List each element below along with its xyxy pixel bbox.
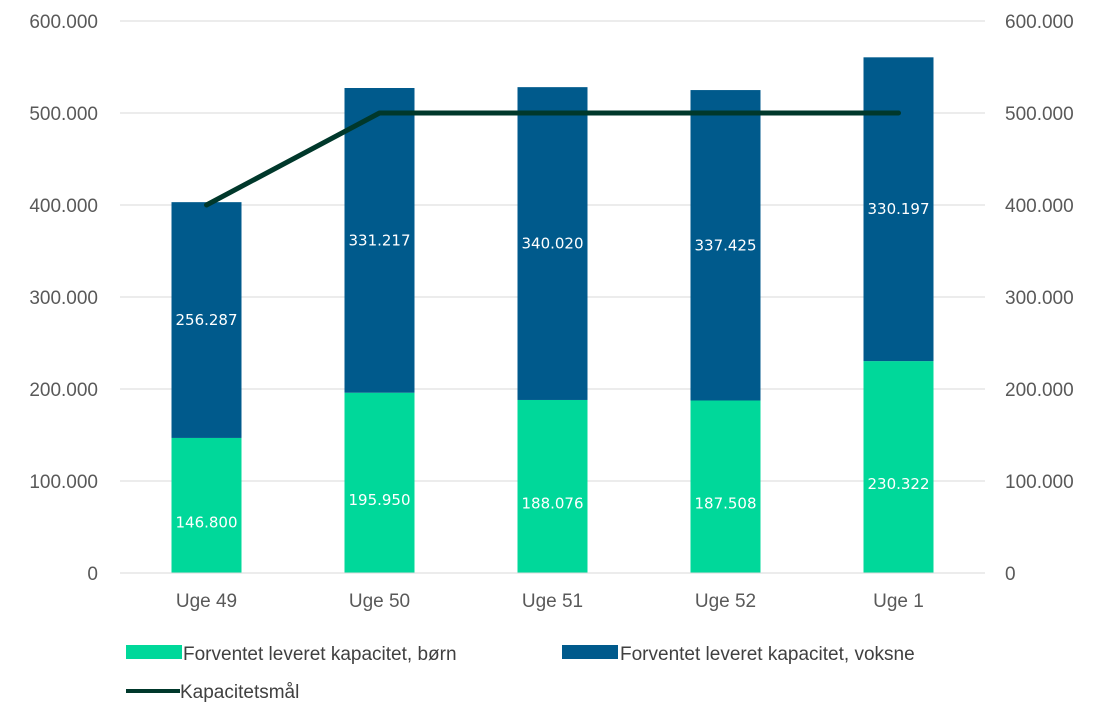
bar-voksne: [171, 202, 242, 438]
y-tick-label: 600.000: [29, 12, 98, 33]
y2-tick-label: 400.000: [1005, 196, 1074, 217]
bars: [171, 57, 934, 573]
y2-tick-label: 100.000: [1005, 472, 1074, 493]
y-tick-label: 200.000: [29, 380, 98, 401]
y-tick-label: 500.000: [29, 104, 98, 125]
y-tick-label: 300.000: [29, 288, 98, 309]
data-label: 331.217: [348, 231, 410, 249]
x-tick-label: Uge 1: [873, 591, 924, 612]
bar-born: [690, 400, 761, 573]
legend-label-born: Forventet leveret kapacitet, børn: [183, 644, 457, 665]
y2-tick-label: 0: [1005, 564, 1016, 585]
data-label: 256.287: [175, 311, 237, 329]
bar-voksne: [690, 90, 761, 401]
bar-born: [344, 392, 415, 573]
data-label: 230.322: [867, 475, 929, 493]
legend-swatch-voksne: [562, 645, 618, 659]
bar-born: [863, 361, 934, 573]
x-tick-label: Uge 49: [176, 591, 237, 612]
y-tick-label: 100.000: [29, 472, 98, 493]
y2-tick-label: 300.000: [1005, 288, 1074, 309]
legend: Forventet leveret kapacitet, børn Forvent…: [126, 644, 915, 703]
kapacitetsmaal-line: [204, 110, 901, 208]
y-tick-label: 400.000: [29, 196, 98, 217]
y-axis-left: 0 100.000 200.000 300.000 400.000 500.000 600.…: [29, 12, 98, 585]
legend-label-kapacitetsmaal: Kapacitetsmål: [180, 682, 299, 703]
x-tick-label: Uge 51: [522, 591, 583, 612]
data-labels: 146.800 195.950 188.076 187.508 230.322 256.2…: [175, 200, 929, 531]
data-label: 337.425: [694, 236, 756, 254]
data-label: 195.950: [348, 491, 410, 509]
bar-voksne: [863, 57, 934, 362]
x-axis: Uge 49 Uge 50 Uge 51 Uge 52 Uge 1: [120, 572, 985, 612]
y2-tick-label: 500.000: [1005, 104, 1074, 125]
data-label: 188.076: [521, 494, 583, 512]
x-tick-label: Uge 50: [349, 591, 410, 612]
bar-born: [517, 399, 588, 573]
x-tick-label: Uge 52: [695, 591, 756, 612]
bar-voksne: [517, 87, 588, 400]
target-line: [204, 110, 901, 208]
data-label: 330.197: [867, 200, 929, 218]
y2-tick-label: 200.000: [1005, 380, 1074, 401]
data-label: 187.508: [694, 495, 756, 513]
y2-tick-label: 600.000: [1005, 12, 1074, 33]
legend-swatch-born: [126, 645, 182, 659]
bar-born: [171, 437, 242, 573]
data-label: 340.020: [521, 235, 583, 253]
data-label: 146.800: [175, 513, 237, 531]
y-tick-label: 0: [87, 564, 98, 585]
legend-label-voksne: Forventet leveret kapacitet, voksne: [620, 644, 915, 665]
y-axis-right: 0 100.000 200.000 300.000 400.000 500.000 600.…: [1005, 12, 1074, 585]
bar-voksne: [344, 88, 415, 393]
